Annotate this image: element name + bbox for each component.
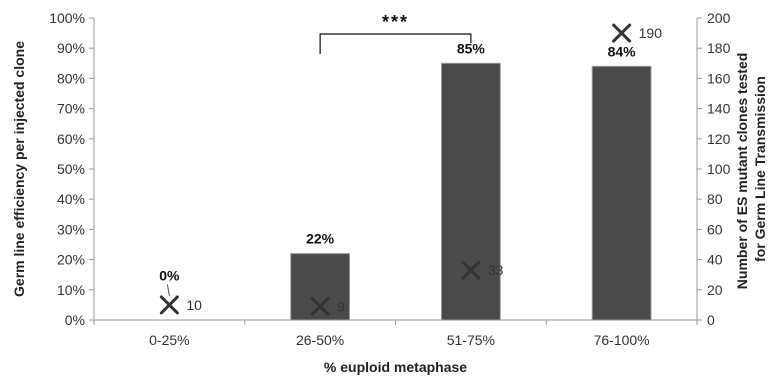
y2-tick-label: 200 [707, 10, 731, 26]
y-tick-label: 60% [57, 131, 85, 147]
bar-data-label: 84% [608, 43, 637, 59]
y2-tick-label: 80 [707, 191, 723, 207]
y2-tick-label: 120 [707, 131, 731, 147]
x-axis-title: % euploid metaphase [324, 359, 467, 375]
zero-label-leader-line [166, 284, 170, 296]
y2-tick-label: 40 [707, 252, 723, 268]
x-tick-label: 26-50% [296, 332, 344, 348]
x-marker-stroke [461, 260, 481, 280]
y-tick-label: 50% [57, 161, 85, 177]
y-axis-title: Germ line efficiency per injected clone [11, 41, 27, 297]
bar [440, 62, 501, 321]
x-marker-stroke [612, 23, 632, 43]
bar-data-label: 0% [159, 267, 180, 283]
marker-data-label: 33 [488, 262, 504, 278]
significance-bracket: *** [319, 12, 472, 54]
y2-axis-title-line-2: for Germ Line Transmission [752, 76, 768, 262]
axes: 0%10%20%30%40%50%60%70%80%90%100%0204060… [49, 10, 730, 348]
x-marker [612, 23, 632, 43]
x-tick-label: 51-75% [447, 332, 495, 348]
y-tick-label: 40% [57, 191, 85, 207]
x-tick-label: 76-100% [594, 332, 650, 348]
significance-bracket-line [319, 33, 472, 54]
marker-data-label: 9 [337, 298, 345, 314]
y-tick-label: 20% [57, 252, 85, 268]
y2-tick-label: 20 [707, 282, 723, 298]
y-tick-label: 90% [57, 40, 85, 56]
markers [159, 23, 632, 316]
y-tick-label: 10% [57, 282, 85, 298]
x-marker [310, 296, 330, 316]
y2-tick-label: 160 [707, 70, 731, 86]
x-tick-label: 0-25% [149, 332, 189, 348]
labels: 0% 22% 85% 84% 10 9 33 190 [159, 25, 662, 314]
y2-tick-label: 180 [707, 40, 731, 56]
bar-data-label: 85% [457, 40, 486, 56]
significance-label: *** [382, 12, 409, 32]
y-tick-label: 30% [57, 221, 85, 237]
bar [290, 253, 351, 321]
x-marker [461, 260, 481, 280]
bar [591, 65, 652, 321]
y2-tick-label: 60 [707, 221, 723, 237]
bars [290, 62, 652, 321]
y-tick-label: 0% [65, 312, 85, 328]
y2-tick-label: 140 [707, 101, 731, 117]
y2-axis-title-line-1: Number of ES mutant clones tested [734, 53, 750, 289]
marker-data-label: 10 [186, 297, 202, 313]
y2-tick-label: 0 [707, 312, 715, 328]
x-marker [159, 295, 179, 315]
y2-tick-label: 100 [707, 161, 731, 177]
y-tick-label: 70% [57, 101, 85, 117]
y-tick-label: 80% [57, 70, 85, 86]
y2-axis-title: Number of ES mutant clones tested for Ge… [734, 49, 768, 289]
x-marker-stroke [310, 296, 330, 316]
x-marker-stroke [159, 295, 179, 315]
y-tick-label: 100% [49, 10, 85, 26]
bar-data-label: 22% [306, 231, 335, 247]
marker-data-label: 190 [639, 25, 663, 41]
